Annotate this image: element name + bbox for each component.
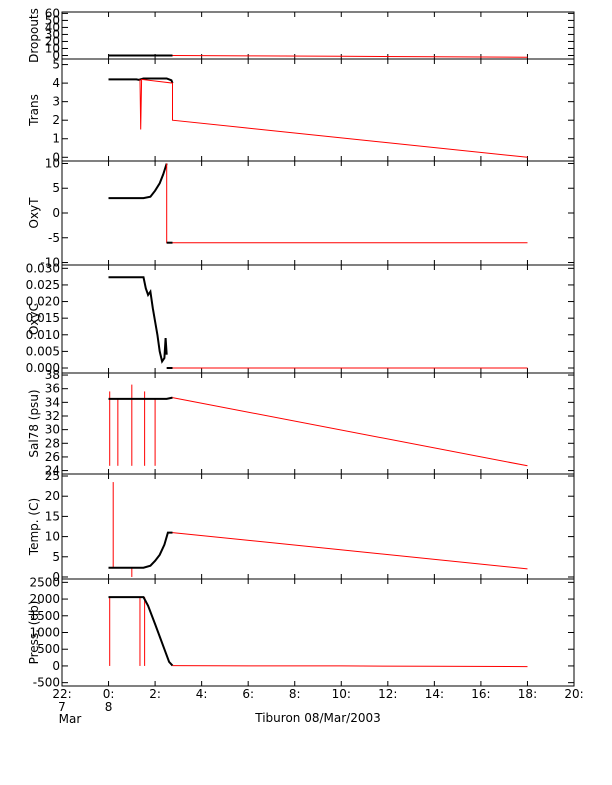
y-tick-label: 24 — [45, 464, 60, 478]
y-tick-label: 15 — [45, 509, 60, 523]
y-tick-label: 10 — [45, 530, 60, 544]
y-tick-label: -5 — [48, 231, 60, 245]
y-tick-label: 3 — [52, 95, 60, 109]
y-tick-label: 0.030 — [26, 261, 60, 275]
y-tick-label: 0 — [52, 206, 60, 220]
y-tick-label: 2500 — [29, 575, 60, 589]
y-tick-label: 0 — [52, 150, 60, 164]
y-tick-label: 1500 — [29, 609, 60, 623]
y-axis-label-sal78-psu: Sal78 (psu) — [27, 389, 41, 457]
y-axis-label-oxyt: OxyT — [27, 197, 41, 229]
y-tick-label: 34 — [45, 395, 60, 409]
y-tick-label: 60 — [45, 6, 60, 20]
panel-trans: 0 1 2 3 4 5 Trans — [27, 58, 575, 164]
x-tick-label: 20: — [564, 687, 583, 701]
y-tick-label: 38 — [45, 368, 60, 382]
y-tick-label: -10 — [40, 256, 60, 270]
y-tick-label: 0.015 — [26, 311, 60, 325]
y-tick-label: 0.020 — [26, 295, 60, 309]
y-tick-label: 0.000 — [26, 361, 60, 375]
panel-press-db: -500 0 500 1000 1500 2000 2500 Press. (db) — [27, 575, 575, 690]
x-tick-label: 12: — [378, 687, 397, 701]
y-tick-label: 5 — [52, 550, 60, 564]
x-tick-label: 8: — [289, 687, 301, 701]
time-axis-label: Tiburon 08/Mar/2003 — [254, 711, 380, 725]
y-axis-label-press-db: Press. (db) — [27, 601, 41, 665]
y-tick-label: 40 — [45, 20, 60, 34]
x-tick-label: 14: — [425, 687, 444, 701]
y-tick-label: 0.025 — [26, 278, 60, 292]
series-line — [108, 396, 173, 400]
y-tick-label: 10 — [45, 156, 60, 170]
x-tick-label: 2: — [149, 687, 161, 701]
y-tick-label: 5 — [52, 181, 60, 195]
y-tick-label: 50 — [45, 13, 60, 27]
panel-frame — [61, 578, 575, 687]
y-tick-label: 1000 — [29, 626, 60, 640]
x-tick-label: 22: — [52, 687, 71, 701]
x-tick-label: 18: — [518, 687, 537, 701]
panel-frame — [61, 160, 575, 266]
x-tick-label: 0: — [103, 687, 115, 701]
y-axis-label-trans: Trans — [27, 94, 41, 127]
x-tick-label: 4: — [196, 687, 208, 701]
x-day-label: 8 — [105, 700, 113, 714]
y-tick-label: 2000 — [29, 592, 60, 606]
y-tick-label: 28 — [45, 436, 60, 450]
panel-oxyc: 0.000 0.005 0.010 0.015 0.020 0.025 0.030 OxyC — [26, 261, 575, 375]
y-tick-label: 4 — [52, 76, 60, 90]
series-line — [108, 77, 174, 84]
panel-frame — [61, 58, 575, 162]
y-tick-label: 5 — [52, 58, 60, 72]
time-axis: 22: 0: 2: 4: 6: 8: 10: 12: 14: 16: 18: 20: 7 8 Mar — [52, 687, 583, 726]
y-tick-label: -500 — [33, 676, 60, 690]
y-tick-label: 500 — [37, 642, 60, 656]
y-tick-label: 2 — [52, 113, 60, 127]
y-tick-label: 0.005 — [26, 344, 60, 358]
y-tick-label: 0 — [52, 48, 60, 62]
x-tick-label: 10: — [332, 687, 351, 701]
y-tick-label: 0.010 — [26, 328, 60, 342]
y-tick-label: 10 — [45, 41, 60, 55]
x-day-label: 7 — [58, 700, 66, 714]
panel-frame — [61, 473, 575, 580]
series-line — [108, 276, 168, 364]
y-tick-label: 30 — [45, 423, 60, 437]
y-tick-label: 0 — [52, 659, 60, 673]
series-line — [166, 163, 528, 244]
x-tick-label: 16: — [471, 687, 490, 701]
y-tick-label: 26 — [45, 450, 60, 464]
chart-panels: 0102030405060Dropouts012345Trans-10-5051… — [26, 6, 575, 690]
series-line — [172, 55, 528, 58]
x-month-label: Mar — [59, 712, 82, 726]
series-line — [172, 532, 528, 570]
y-tick-label: 0 — [52, 570, 60, 584]
series-line — [139, 78, 528, 158]
series-line — [108, 163, 168, 200]
y-tick-label: 32 — [45, 409, 60, 423]
y-tick-label: 20 — [45, 489, 60, 503]
panel-frame — [61, 372, 575, 475]
panel-temp-c: 0 5 10 15 20 25 Temp. (C) — [27, 469, 575, 584]
y-axis-label-dropouts: Dropouts — [27, 8, 41, 63]
y-tick-label: 1 — [52, 132, 60, 146]
y-tick-label: 20 — [45, 34, 60, 48]
panel-frame — [61, 264, 575, 374]
series-line — [172, 665, 528, 668]
y-axis-label-oxyc: OxyC — [27, 303, 41, 335]
y-tick-label: 30 — [45, 27, 60, 41]
series-line — [108, 596, 174, 667]
y-axis-label-temp-c: Temp. (C) — [27, 498, 41, 556]
panel-frame — [61, 11, 575, 60]
y-tick-label: 36 — [45, 382, 60, 396]
x-tick-label: 6: — [242, 687, 254, 701]
panel-oxyt: -10 -5 0 5 10 OxyT — [27, 156, 575, 270]
y-tick-label: 25 — [45, 469, 60, 483]
series-line — [108, 531, 173, 569]
series-line — [172, 397, 528, 467]
